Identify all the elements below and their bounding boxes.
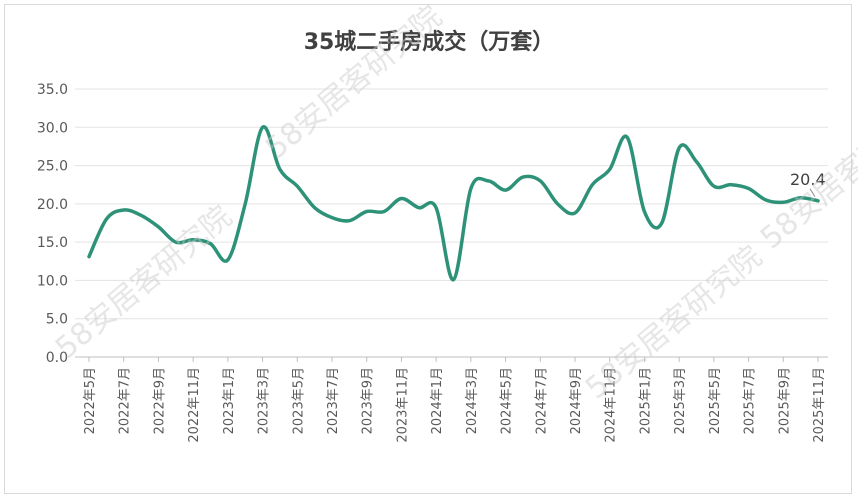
x-tick-label: 2023年3月: [257, 367, 272, 434]
data-point: [573, 211, 577, 215]
data-point: [261, 125, 265, 129]
y-tick-label: 5.0: [46, 312, 68, 328]
data-point: [521, 175, 525, 179]
data-point: [625, 135, 629, 139]
data-point: [122, 208, 126, 212]
x-tick-label: 2024年3月: [465, 367, 480, 434]
data-point: [295, 184, 299, 188]
x-tick-label: 2025年7月: [743, 367, 758, 434]
data-point: [330, 216, 334, 220]
x-tick-label: 2024年5月: [500, 367, 515, 434]
data-point: [347, 219, 351, 223]
data-point: [104, 217, 108, 221]
x-tick-label: 2022年11月: [187, 367, 202, 443]
data-point: [504, 188, 508, 192]
data-point: [764, 198, 768, 202]
data-point: [87, 255, 91, 259]
chart-frame: [4, 4, 852, 494]
x-tick-label: 2024年9月: [569, 367, 584, 434]
series-line: [87, 125, 820, 282]
data-point: [729, 183, 733, 187]
data-point: [660, 221, 664, 225]
data-point: [556, 202, 560, 206]
x-tick-label: 2025年3月: [673, 367, 688, 434]
chart-title: 35城二手房成交（万套）: [303, 30, 555, 55]
data-point: [695, 160, 699, 164]
y-tick-label: 25.0: [37, 159, 68, 175]
x-tick-label: 2023年7月: [326, 367, 341, 434]
data-point: [608, 167, 612, 171]
y-tick-label: 35.0: [37, 82, 68, 98]
x-tick-label: 2025年9月: [777, 367, 792, 434]
x-tick-label: 2023年11月: [395, 367, 410, 443]
y-tick-label: 30.0: [37, 120, 68, 136]
data-point: [712, 184, 716, 188]
data-point: [469, 187, 473, 191]
x-tick-label: 2024年11月: [604, 367, 619, 443]
y-tick-label: 20.0: [37, 197, 68, 213]
x-tick-label: 2023年9月: [361, 367, 376, 434]
data-point: [417, 206, 421, 210]
data-point: [538, 179, 542, 183]
data-point: [156, 225, 160, 229]
x-tick-label: 2022年7月: [118, 367, 133, 434]
x-tick-label: 2024年1月: [430, 367, 445, 434]
data-point: [452, 278, 456, 282]
data-point: [243, 202, 247, 206]
data-point: [642, 210, 646, 214]
y-tick-label: 0.0: [46, 350, 68, 366]
x-tick-label: 2022年9月: [152, 367, 167, 434]
data-point: [747, 187, 751, 191]
y-tick-label: 10.0: [37, 273, 68, 289]
x-tick-label: 2024年7月: [534, 367, 549, 434]
y-tick-label: 15.0: [37, 235, 68, 251]
annotation-leader: [809, 188, 816, 198]
data-point: [677, 146, 681, 150]
data-point: [590, 183, 594, 187]
data-point: [226, 258, 230, 262]
data-point: [139, 213, 143, 217]
data-point: [278, 167, 282, 171]
annotation-label: 20.4: [790, 170, 826, 189]
data-point: [313, 206, 317, 210]
x-tick-label: 2025年1月: [638, 367, 653, 434]
x-tick-label: 2023年5月: [291, 367, 306, 434]
x-tick-label: 2022年5月: [83, 367, 98, 434]
watermark-text: 58安居客研究院: [49, 199, 239, 366]
data-point: [486, 179, 490, 183]
watermark-text: 58安居客研究院: [259, 0, 449, 166]
x-tick-label: 2025年5月: [708, 367, 723, 434]
data-point: [434, 206, 438, 210]
x-tick-label: 2025年11月: [812, 367, 827, 443]
data-point: [399, 196, 403, 200]
x-tick-label: 2023年1月: [222, 367, 237, 434]
data-point: [365, 210, 369, 214]
data-point: [382, 210, 386, 214]
